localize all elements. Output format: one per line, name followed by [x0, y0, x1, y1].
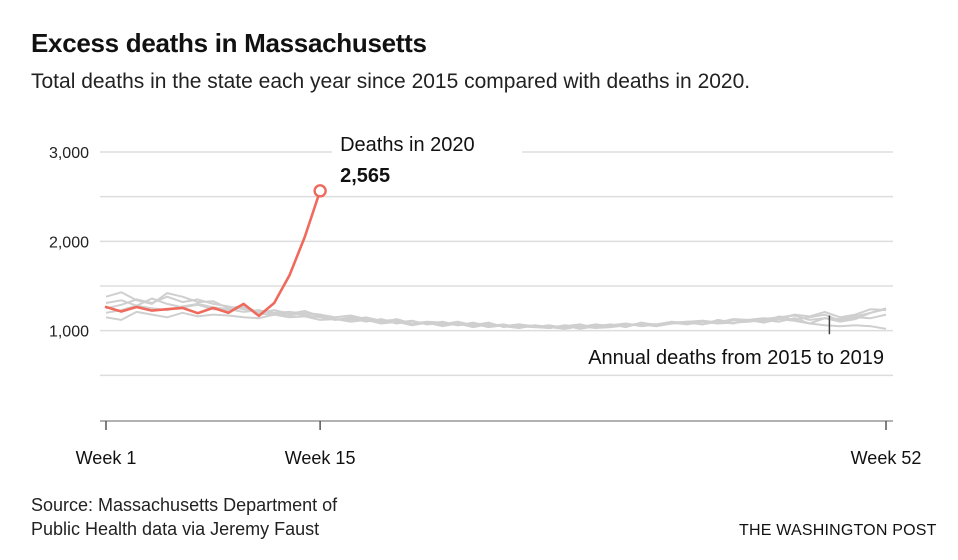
x-tick-label: Week 1: [76, 448, 137, 468]
y-tick-label: 2,000: [49, 234, 89, 251]
x-tick-label: Week 15: [285, 448, 356, 468]
source-line-1: Source: Massachusetts Department of: [31, 495, 338, 515]
annotation-backdrop: [332, 128, 523, 188]
chart: 1,000 2,000 3,000 Week 1 Week 15 Week 52 Deat…: [48, 128, 922, 468]
chart-title: Excess deaths in Massachusetts: [31, 28, 427, 58]
chart-subtitle: Total deaths in the state each year sinc…: [31, 70, 751, 93]
y-tick-label: 3,000: [49, 145, 89, 162]
series-endpoint-2020: [313, 184, 327, 198]
publisher-credit: THE WASHINGTON POST: [739, 522, 937, 539]
x-tick-label: Week 52: [851, 448, 922, 468]
annotation-2020-label: Deaths in 2020: [340, 134, 475, 156]
series-line-2019: [105, 307, 887, 330]
annotation-history-label: Annual deaths from 2015 to 2019: [588, 347, 884, 369]
source-line-2: Public Health data via Jeremy Faust: [31, 519, 320, 539]
source-note: Source: Massachusetts Department of Publ…: [31, 493, 411, 541]
annotation-2020-value: 2,565: [340, 165, 390, 187]
y-tick-label: 1,000: [49, 324, 89, 341]
series-line-2020: [104, 189, 322, 318]
